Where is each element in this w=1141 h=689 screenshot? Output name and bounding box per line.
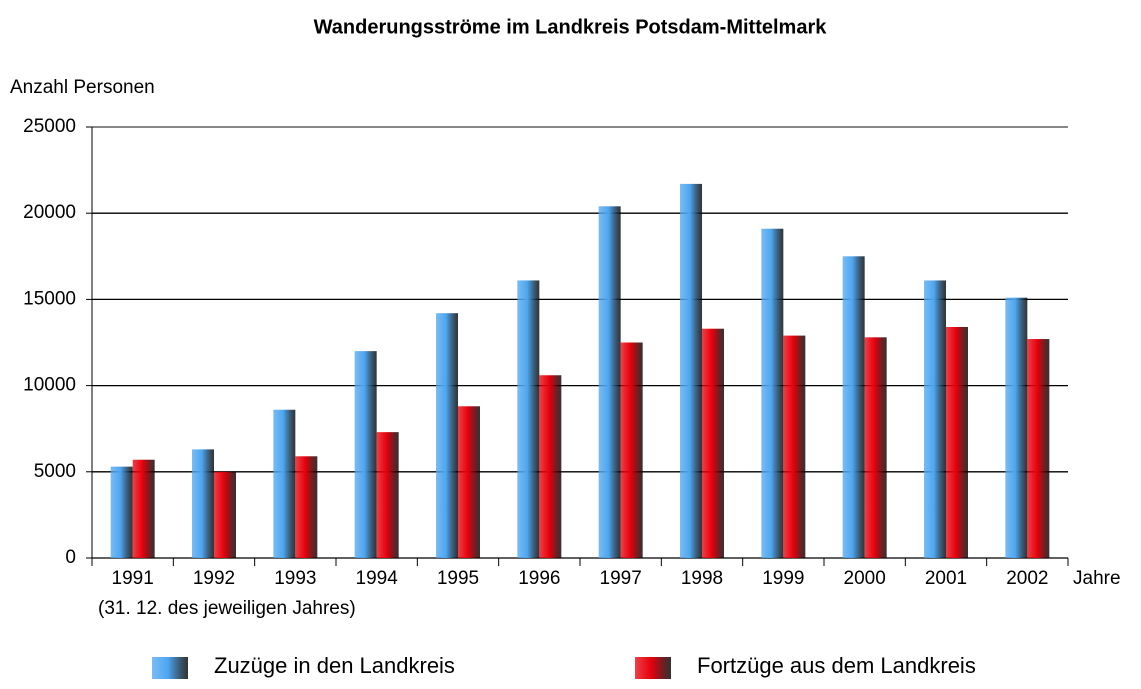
x-tick-label: 1996 [518, 568, 560, 589]
y-tick-label: 5000 [34, 461, 76, 482]
bar [354, 351, 377, 558]
x-tick-label: 2001 [925, 568, 967, 589]
legend-swatch [152, 657, 188, 679]
legend-label: Fortzüge aus dem Landkreis [697, 653, 976, 678]
y-axis-label: Anzahl Personen [10, 77, 155, 98]
x-tick-label: 1994 [356, 568, 399, 589]
chart-title: Wanderungsströme im Landkreis Potsdam-Mi… [314, 16, 828, 38]
bar [598, 206, 621, 558]
x-tick-label: 2002 [1006, 568, 1048, 589]
bar [214, 471, 236, 558]
bar [783, 335, 806, 558]
x-axis-label: Jahre [1073, 568, 1121, 589]
x-tick-label: 1991 [112, 568, 154, 589]
bar [376, 432, 399, 558]
y-tick-label: 10000 [23, 375, 76, 396]
bar [458, 406, 480, 558]
bar [864, 337, 887, 558]
legend-label: Zuzüge in den Landkreis [214, 653, 455, 678]
bar [680, 183, 702, 558]
bar [842, 256, 865, 558]
bar [539, 375, 562, 558]
bar [1005, 297, 1028, 558]
x-tick-label: 1992 [193, 568, 235, 589]
x-tick-label: 2000 [844, 568, 886, 589]
bar [702, 328, 724, 558]
bar [192, 449, 214, 558]
bar [1027, 339, 1050, 558]
y-tick-label: 25000 [23, 116, 76, 137]
bar [620, 342, 643, 558]
x-tick-label: 1997 [600, 568, 642, 589]
x-tick-label: 1998 [681, 568, 723, 589]
y-tick-label: 15000 [23, 288, 76, 309]
y-tick-label: 0 [65, 547, 76, 568]
bar [761, 228, 784, 558]
bar [946, 326, 968, 558]
bar [110, 466, 133, 558]
bar [132, 459, 155, 558]
annotation: (31. 12. des jeweiligen Jahres) [98, 598, 356, 619]
y-tick-label: 20000 [23, 202, 76, 223]
x-tick-label: 1993 [274, 568, 316, 589]
bar [273, 409, 296, 558]
legend-swatch [635, 657, 671, 679]
bar [295, 456, 318, 558]
x-tick-label: 1995 [437, 568, 479, 589]
bar [436, 313, 458, 558]
bar [924, 280, 946, 558]
x-tick-label: 1999 [762, 568, 804, 589]
bar [517, 280, 540, 558]
